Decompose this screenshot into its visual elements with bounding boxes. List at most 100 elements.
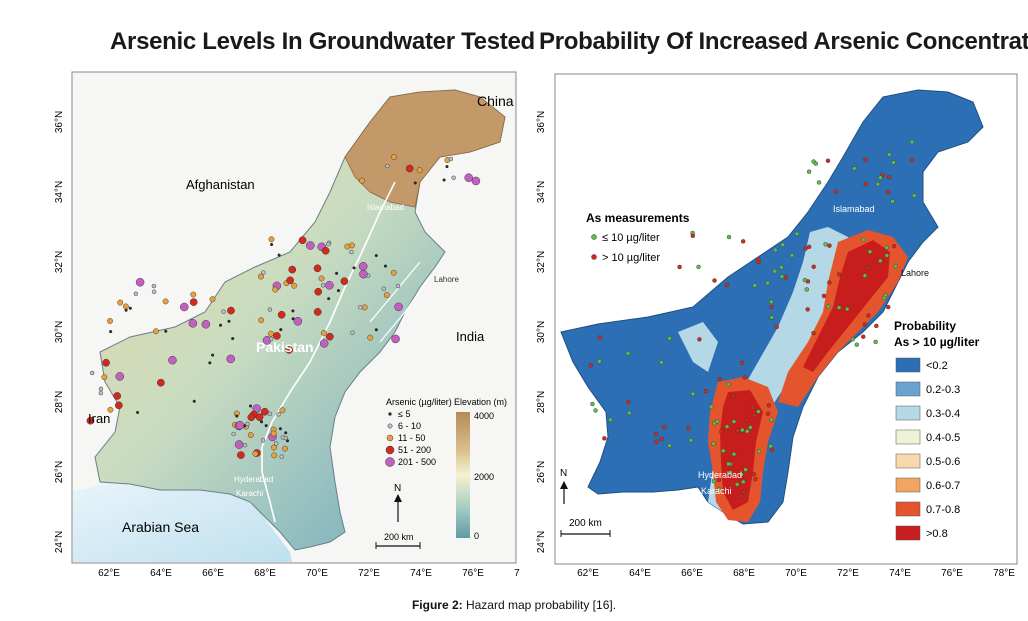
arsenic-sample-point bbox=[442, 178, 446, 182]
measurement-sample-point bbox=[825, 304, 831, 309]
arsenic-sample-point bbox=[391, 154, 397, 160]
arsenic-sample-point bbox=[162, 298, 169, 305]
arsenic-sample-point bbox=[445, 165, 449, 169]
arsenic-sample-point bbox=[271, 452, 278, 459]
probability-legend-item: 0.3-0.4 bbox=[926, 408, 960, 420]
measurement-sample-point bbox=[865, 265, 871, 270]
measurement-sample-point bbox=[742, 375, 747, 380]
right-label-islamabad: Islamabad bbox=[833, 204, 875, 214]
arsenic-legend-item: 6 - 10 bbox=[398, 421, 421, 431]
measurement-sample-point bbox=[825, 158, 831, 163]
probability-legend-item: 0.6-0.7 bbox=[926, 480, 960, 492]
measurement-sample-point bbox=[887, 152, 892, 157]
arsenic-sample-point bbox=[252, 450, 259, 457]
arsenic-sample-point bbox=[268, 336, 274, 342]
arsenic-sample-point bbox=[221, 309, 226, 314]
arsenic-sample-point bbox=[260, 438, 266, 443]
indus-river bbox=[261, 181, 396, 523]
label-arabian-sea: Arabian Sea bbox=[122, 519, 199, 535]
measurement-sample-point bbox=[884, 245, 889, 250]
left-scale-bar: 200 km bbox=[375, 532, 421, 549]
measurement-sample-point bbox=[677, 264, 682, 270]
elevation-tick-4000: 4000 bbox=[474, 411, 494, 421]
arsenic-sample-point bbox=[350, 330, 355, 335]
lat-tick-label: 36°N bbox=[536, 111, 547, 133]
arsenic-sample-point bbox=[231, 431, 236, 437]
arsenic-sample-point bbox=[319, 339, 329, 348]
lon-tick-label: 64°E bbox=[629, 568, 651, 579]
arsenic-sample-point bbox=[340, 277, 349, 285]
arsenic-sample-point bbox=[288, 265, 297, 274]
measurement-sample-point bbox=[709, 404, 714, 410]
arsenic-legend: Arsenic (µg/liter) ≤ 5 6 - 10 11 - 50 51 - … bbox=[385, 397, 452, 467]
measurement-sample-point bbox=[726, 234, 732, 240]
measurement-sample-point bbox=[744, 418, 750, 423]
arsenic-sample-point bbox=[464, 173, 473, 182]
arsenic-sample-point bbox=[318, 275, 325, 282]
arsenic-legend-item: 201 - 500 bbox=[398, 457, 436, 467]
elevation-tick-2000: 2000 bbox=[474, 472, 494, 482]
arsenic-sample-point bbox=[261, 270, 266, 275]
measurement-sample-point bbox=[697, 337, 702, 342]
left-lat-ticks: 36°N 34°N 32°N 30°N 28°N 26°N 24°N bbox=[54, 111, 65, 553]
arsenic-sample-point bbox=[349, 242, 355, 249]
right-north-label: N bbox=[560, 468, 567, 479]
arsenic-sample-point bbox=[448, 156, 454, 162]
measurement-sample-point bbox=[836, 272, 842, 277]
measurement-sample-point bbox=[726, 461, 731, 467]
measurement-sample-point bbox=[608, 417, 613, 422]
arsenic-legend-item: 11 - 50 bbox=[398, 433, 425, 443]
arsenic-sample-point bbox=[285, 346, 293, 354]
measurement-sample-point bbox=[627, 410, 632, 416]
measurement-sample-point bbox=[714, 419, 720, 424]
arsenic-sample-point bbox=[201, 319, 211, 329]
measurement-sample-point bbox=[886, 174, 892, 180]
measurement-sample-point bbox=[739, 472, 744, 477]
measurement-item-low: ≤ 10 µg/liter bbox=[602, 232, 660, 244]
measurement-sample-point bbox=[744, 428, 750, 434]
lon-tick-label: 76°E bbox=[462, 568, 484, 579]
measurement-sample-point bbox=[861, 334, 866, 339]
arsenic-sample-point bbox=[115, 372, 125, 381]
lat-tick-label: 28°N bbox=[536, 391, 547, 413]
arsenic-sample-point bbox=[279, 328, 283, 332]
arsenic-sample-point bbox=[211, 353, 215, 357]
elevation-colorbar bbox=[456, 412, 470, 538]
measurement-sample-point bbox=[780, 242, 785, 247]
arsenic-sample-point bbox=[306, 241, 315, 250]
measurement-sample-point bbox=[688, 438, 694, 443]
measurement-sample-point bbox=[602, 436, 607, 441]
probability-swatch bbox=[895, 357, 921, 373]
arsenic-sample-point bbox=[113, 392, 122, 400]
measurement-sample-point bbox=[891, 243, 897, 249]
arsenic-sample-point bbox=[298, 236, 307, 245]
measurement-sample-point bbox=[752, 413, 757, 418]
measurement-sample-point bbox=[731, 419, 737, 424]
probability-swatch bbox=[895, 525, 921, 541]
arsenic-sample-point bbox=[180, 302, 189, 312]
lon-tick-label: 76°E bbox=[941, 568, 963, 579]
lat-tick-label: 28°N bbox=[54, 391, 65, 413]
measurement-sample-point bbox=[844, 306, 850, 312]
arsenic-sample-point bbox=[124, 308, 128, 312]
arsenic-sample-point bbox=[336, 289, 341, 293]
arsenic-sample-point bbox=[90, 370, 95, 376]
measurement-sample-point bbox=[659, 436, 664, 442]
elevation-legend-title: Elevation (m) bbox=[454, 397, 507, 407]
arsenic-sample-point bbox=[268, 330, 274, 337]
arsenic-sample-point bbox=[367, 334, 374, 341]
lon-tick-label: 70°E bbox=[785, 568, 807, 579]
measurement-sample-point bbox=[765, 280, 770, 286]
measurement-sample-point bbox=[774, 324, 779, 330]
left-map-title: Arsenic Levels In Groundwater Tested bbox=[110, 28, 535, 55]
probability-swatch bbox=[895, 429, 921, 445]
measurement-sample-point bbox=[833, 189, 838, 194]
arsenic-sample-point bbox=[237, 451, 245, 459]
arsenic-sample-point bbox=[320, 283, 326, 288]
measurement-sample-point bbox=[654, 439, 659, 444]
measurement-sample-point bbox=[772, 268, 777, 274]
probability-swatch bbox=[895, 453, 921, 469]
measurement-sample-point bbox=[811, 330, 816, 336]
left-north-label: N bbox=[394, 483, 401, 494]
measurement-sample-point bbox=[721, 448, 726, 454]
